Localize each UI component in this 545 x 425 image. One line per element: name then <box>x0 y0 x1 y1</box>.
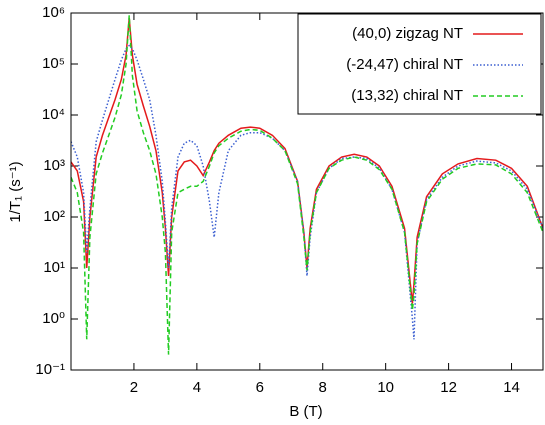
series-line <box>71 17 543 304</box>
legend-label: (-24,47) chiral NT <box>346 56 463 73</box>
x-tick-label: 10 <box>377 379 394 396</box>
x-tick-label: 4 <box>193 379 201 396</box>
x-axis-label: B (T) <box>289 403 322 420</box>
y-tick-label: 10⁴ <box>42 106 65 123</box>
legend-label: (13,32) chiral NT <box>351 87 463 104</box>
x-tick-label: 8 <box>319 379 327 396</box>
x-tick-label: 14 <box>503 379 520 396</box>
plot-frame <box>70 12 544 371</box>
series-line <box>71 44 543 340</box>
y-tick-label: 10⁶ <box>42 4 65 21</box>
y-tick-label: 10⁰ <box>42 310 65 327</box>
y-tick-label: 10⁻¹ <box>35 361 65 378</box>
legend-label: (40,0) zigzag NT <box>352 25 463 42</box>
y-axis-label: 1/T₁ (s⁻¹) <box>7 161 24 222</box>
y-tick-label: 10⁵ <box>42 55 65 72</box>
legend-box <box>297 13 542 115</box>
series-line <box>71 15 543 355</box>
x-tick-label: 12 <box>440 379 457 396</box>
y-tick-label: 10¹ <box>43 259 65 276</box>
x-tick-label: 6 <box>256 379 264 396</box>
plot-lines <box>71 15 543 355</box>
y-tick-label: 10³ <box>43 157 65 174</box>
x-tick-label: 2 <box>130 379 138 396</box>
y-tick-label: 10² <box>43 208 65 225</box>
